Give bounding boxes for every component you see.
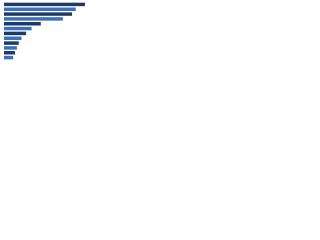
bar	[4, 36, 22, 40]
bar	[4, 12, 73, 16]
bar	[4, 31, 27, 36]
bar	[4, 22, 41, 26]
bar	[4, 2, 85, 7]
bar	[4, 17, 63, 21]
bar	[4, 41, 19, 45]
chart	[0, 0, 100, 71]
bar	[4, 46, 17, 50]
bar	[4, 7, 76, 11]
bar	[4, 26, 32, 31]
background	[0, 0, 100, 71]
bar	[4, 55, 14, 60]
bar	[4, 51, 16, 55]
